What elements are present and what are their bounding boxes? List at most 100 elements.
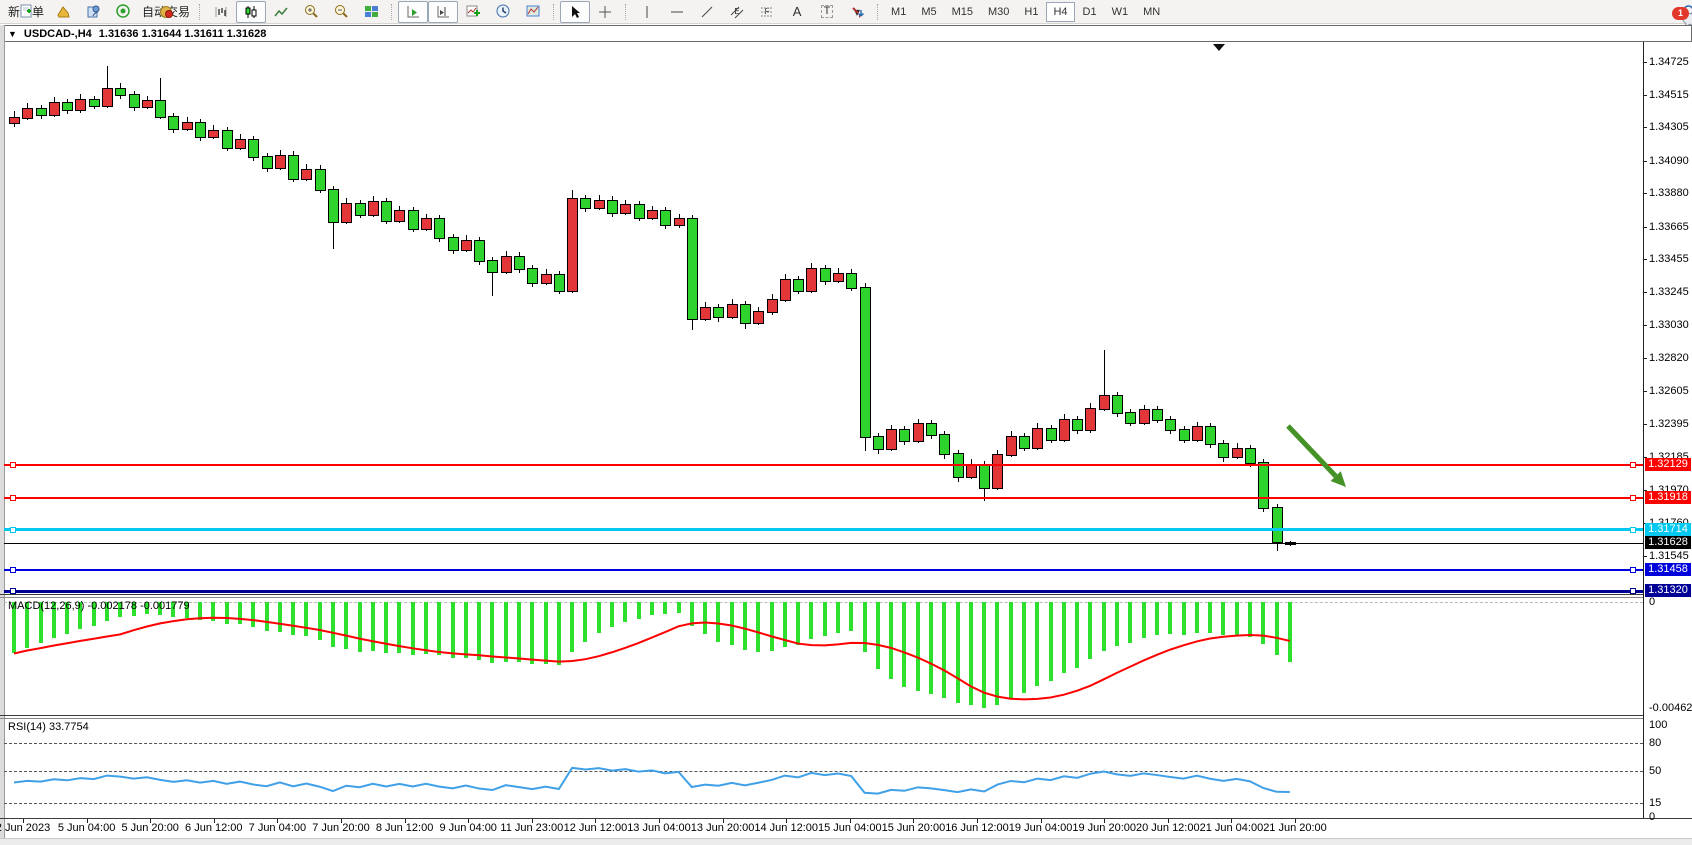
line-handle[interactable] [10,462,16,469]
autotrading-button[interactable]: 自动交易 [138,1,194,23]
chart-shift-button[interactable] [428,0,459,23]
clock-icon [496,4,510,18]
tf-button-H1[interactable]: H1 [1024,5,1039,18]
time-axis-label: 19 Jun 04:00 [1008,822,1073,834]
main-pane-bottom-border[interactable] [0,594,1643,595]
line-handle[interactable] [1630,495,1636,502]
tf-button-D1[interactable]: D1 [1082,5,1097,18]
candle-bullish [726,303,738,319]
rsi-scale-label: 0 [1649,811,1656,823]
ohlc-readout: 1.31636 1.31644 1.31611 1.31628 [98,27,267,40]
line-chart-button[interactable] [266,1,296,23]
signals-button[interactable] [108,1,138,23]
bar-chart-button[interactable] [206,1,236,23]
macd-histogram-bar [158,602,163,615]
line-handle[interactable] [10,588,16,595]
line-handle[interactable] [1630,462,1636,469]
current-price-line [4,543,1643,545]
horizontal-line-object[interactable] [4,528,1643,532]
timeframe-toolbar: M1 M5 M15 M30 H1 H4 D1 W1 MN [884,1,1167,22]
candle-bearish [1178,429,1190,441]
tile-windows-button[interactable] [356,1,386,23]
tf-button-W1[interactable]: W1 [1111,5,1129,18]
candle-bearish [381,201,393,222]
time-axis-tick [404,819,406,823]
new-order-button[interactable]: 新订单 [4,1,48,23]
crosshair-button[interactable] [590,1,620,23]
tf-button-M1[interactable]: M1 [891,5,907,18]
signals-icon [115,4,130,18]
zoom-out-button[interactable] [326,1,356,23]
rsi-scale-label: 50 [1649,765,1662,777]
macd-histogram-bar [703,602,708,635]
rsi-level-line [4,743,1643,745]
candle-bullish [567,198,579,292]
rsi-level-line [4,771,1643,772]
macd-histogram-bar [118,602,123,618]
candle-bullish [1191,426,1203,441]
candle-bearish [846,272,858,289]
candle-bearish [88,98,100,107]
line-handle[interactable] [1630,566,1636,573]
data-window-icon [87,5,100,18]
tf-button-M30[interactable]: M30 [988,5,1010,18]
zoom-out-icon [334,5,348,18]
time-axis-label: 13 Jun 04:00 [627,822,691,834]
candle-bearish [327,188,339,224]
horizontal-line-object[interactable] [4,497,1643,500]
line-handle[interactable] [1630,588,1636,595]
line-handle[interactable] [10,526,16,533]
macd-pane-bottom-border[interactable] [0,715,1643,716]
horizontal-line-tool[interactable] [662,1,692,23]
time-axis-label: 19 Jun 20:00 [1072,822,1136,834]
candle-bearish [793,278,805,292]
price-axis-tick [1643,193,1647,195]
horizontal-line-object[interactable] [4,568,1643,571]
periods-dropdown-button[interactable]: ▾ [488,1,518,23]
horizontal-line-object[interactable] [4,589,1643,593]
line-handle[interactable] [1630,526,1636,533]
time-axis-label: 8 Jun 12:00 [375,822,434,834]
equidistant-channel-tool[interactable]: E [722,1,752,23]
tf-button-MN[interactable]: MN [1143,5,1161,18]
candle-bullish [766,299,778,314]
tf-button-M5[interactable]: M5 [921,5,937,18]
text-tool[interactable]: A [782,1,812,23]
horizontal-line-object[interactable] [4,464,1643,467]
line-handle[interactable] [10,566,16,573]
text-label-tool[interactable]: T [812,1,842,23]
time-axis-tick [1295,819,1296,823]
zoom-in-button[interactable] [296,1,326,23]
candlestick-chart-button[interactable] [236,0,267,23]
macd-scale-bottom: -0.004626 [1649,702,1692,714]
candle-bullish [673,218,685,227]
fibonacci-tool[interactable]: F [752,1,782,23]
candle-bearish [261,156,273,169]
tf-button-H4[interactable]: H4 [1046,1,1075,22]
collapse-chart-toggle[interactable]: ▼ [8,28,17,39]
market-watch-button[interactable] [48,1,78,23]
templates-dropdown-button[interactable]: ▾ [518,1,548,23]
indicators-dropdown-button[interactable]: ▾ [458,1,488,23]
time-axis-tick [977,819,978,823]
time-axis-tick [341,819,342,823]
candle-bullish [806,267,818,292]
vertical-line-tool[interactable] [632,1,662,23]
candle-bearish [35,107,47,117]
tf-button-M15[interactable]: M15 [951,5,973,18]
data-window-button[interactable] [78,1,108,23]
macd-histogram-bar [1287,602,1292,663]
candle-bullish [965,463,977,479]
cursor-icon [572,5,581,18]
arrows-dropdown-button[interactable]: ▾ [842,1,872,23]
trendline-tool[interactable] [692,1,722,23]
cursor-button[interactable] [560,0,591,23]
line-handle[interactable] [10,495,16,502]
macd-histogram-bar [756,602,761,653]
candle-bearish [314,168,326,191]
time-axis-label: 21 Jun 04:00 [1199,822,1264,834]
time-axis-tick [468,819,470,823]
autoscroll-button[interactable] [398,0,429,23]
time-axis-tick [849,819,851,823]
arrows-tool-icon [852,6,865,18]
